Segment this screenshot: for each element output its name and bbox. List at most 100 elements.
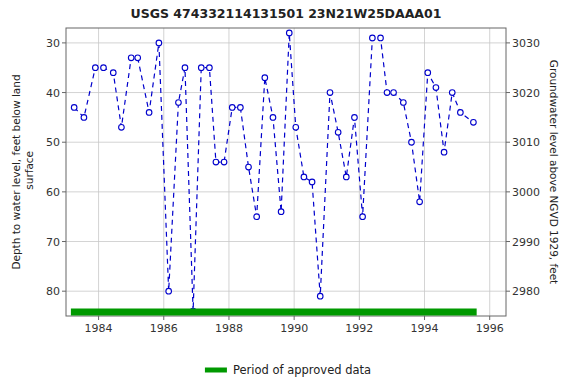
x-tick-label: 1992: [345, 322, 373, 335]
series-marker: [286, 30, 292, 36]
title: USGS 474332114131501 23N21W25DAAA01: [131, 6, 442, 21]
series-marker: [301, 174, 307, 180]
x-tick: [163, 316, 164, 320]
series-marker: [207, 65, 213, 71]
series-marker: [401, 100, 407, 106]
y-tick-label: 70: [46, 236, 60, 249]
plot-data: [71, 30, 477, 314]
x-tick: [98, 316, 99, 320]
series-marker: [449, 90, 455, 96]
series-marker: [81, 115, 87, 121]
y2-axis-label: Groundwater level above NGVD 1929, feet: [548, 60, 560, 284]
y2-tick: [506, 42, 510, 43]
series-marker: [213, 159, 219, 165]
background: [0, 0, 576, 384]
y-axis-label: Depth to water level, feet below land su…: [10, 74, 35, 269]
chart: 1984198619881990199219941996304050607080…: [0, 0, 576, 384]
grid-line-x: [489, 28, 490, 316]
series-marker: [471, 120, 477, 126]
x-tick: [228, 316, 229, 320]
series-marker: [391, 90, 397, 96]
grid-line-y: [66, 142, 506, 143]
series-marker: [327, 90, 333, 96]
grid-line-x: [228, 28, 229, 316]
series-marker: [101, 65, 107, 71]
y-tick: [62, 92, 66, 93]
series-marker: [146, 110, 152, 116]
y2-tick-label: 2990: [512, 236, 540, 249]
series-marker: [278, 209, 284, 215]
grid-line-y: [66, 291, 506, 292]
y-axis-label-line: Depth to water level, feet below land: [10, 74, 22, 269]
series-marker: [93, 65, 99, 71]
series-marker: [166, 288, 172, 294]
series-marker: [309, 179, 315, 185]
x-tick-label: 1986: [150, 322, 178, 335]
approved-period-bar: [71, 309, 477, 316]
series-marker: [378, 35, 384, 41]
y2-tick-label: 3000: [512, 186, 540, 199]
x-tick-label: 1996: [476, 322, 504, 335]
y-tick: [62, 191, 66, 192]
grid-line-x: [98, 28, 99, 316]
legend-label: Period of approved data: [233, 363, 371, 377]
x-tick-label: 1984: [85, 322, 113, 335]
y2-tick: [506, 142, 510, 143]
y2-tick: [506, 291, 510, 292]
y-tick: [62, 142, 66, 143]
series-marker: [317, 293, 323, 299]
legend-swatch: [205, 368, 227, 373]
series-marker: [110, 70, 116, 76]
series-marker: [238, 105, 244, 111]
x-tick-label: 1994: [411, 322, 439, 335]
series-marker: [221, 159, 227, 165]
series-marker: [270, 115, 276, 121]
x-tick: [359, 316, 360, 320]
series-marker: [198, 65, 204, 71]
series-marker: [370, 35, 376, 41]
series-marker: [335, 129, 341, 135]
series-line: [74, 33, 473, 311]
y-axis-label-line: surface: [23, 151, 35, 193]
series-marker: [254, 214, 260, 220]
series-marker: [343, 174, 349, 180]
series-marker: [433, 85, 439, 91]
x-tick: [424, 316, 425, 320]
y2-tick: [506, 191, 510, 192]
series-marker: [352, 115, 358, 121]
y-tick: [62, 291, 66, 292]
series-marker: [458, 110, 464, 116]
y2-tick-label: 3010: [512, 136, 540, 149]
grid-line-y: [66, 191, 506, 192]
y-tick-label: 40: [46, 87, 60, 100]
series-marker: [119, 125, 125, 131]
grid-line-y: [66, 241, 506, 242]
series-marker: [246, 164, 252, 170]
series-marker: [229, 105, 235, 111]
series-marker: [360, 214, 366, 220]
y2-tick: [506, 92, 510, 93]
y2-tick: [506, 241, 510, 242]
x-tick: [489, 316, 490, 320]
y2-tick-label: 3030: [512, 37, 540, 50]
y-tick: [62, 241, 66, 242]
legend: Period of approved data: [205, 363, 371, 377]
series-marker: [441, 149, 447, 155]
series-marker: [176, 100, 182, 106]
grid-line-x: [294, 28, 295, 316]
grid-line-y: [66, 42, 506, 43]
series-marker: [425, 70, 431, 76]
series-marker: [182, 65, 188, 71]
y-tick: [62, 42, 66, 43]
y-tick-label: 80: [46, 285, 60, 298]
y-tick-label: 30: [46, 37, 60, 50]
series-marker: [135, 55, 141, 61]
series-marker: [417, 199, 423, 205]
series-marker: [128, 55, 134, 61]
series-marker: [384, 90, 390, 96]
x-tick: [294, 316, 295, 320]
series-marker: [293, 125, 299, 131]
y-tick-label: 60: [46, 186, 60, 199]
x-tick-label: 1990: [280, 322, 308, 335]
grid: [66, 28, 506, 316]
